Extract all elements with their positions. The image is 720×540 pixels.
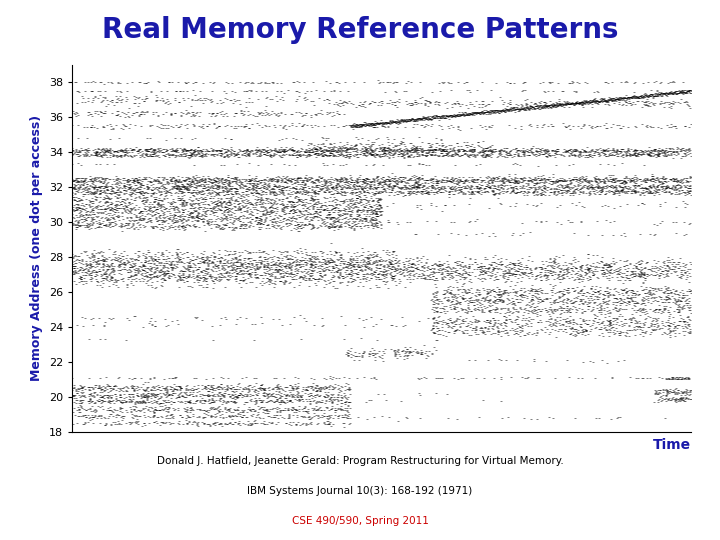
Text: IBM Systems Journal 10(3): 168-192 (1971): IBM Systems Journal 10(3): 168-192 (1971… <box>248 486 472 496</box>
Text: Real Memory Reference Patterns: Real Memory Reference Patterns <box>102 16 618 44</box>
Y-axis label: Memory Address (one dot per access): Memory Address (one dot per access) <box>30 116 43 381</box>
Text: CSE 490/590, Spring 2011: CSE 490/590, Spring 2011 <box>292 516 428 526</box>
Text: Donald J. Hatfield, Jeanette Gerald: Program Restructuring for Virtual Memory.: Donald J. Hatfield, Jeanette Gerald: Pro… <box>157 456 563 467</box>
Text: Time: Time <box>653 437 691 451</box>
